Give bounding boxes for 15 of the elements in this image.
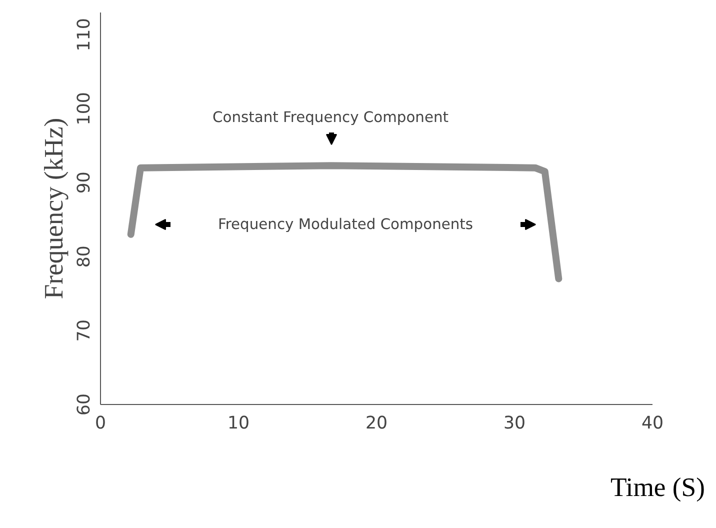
annotation: Frequency Modulated Components: [218, 216, 474, 233]
y-tick-label: 90: [74, 172, 94, 194]
y-tick-label: 70: [74, 320, 94, 342]
x-tick-label: 20: [365, 414, 388, 434]
x-tick-label: 40: [641, 414, 664, 434]
y-tick-label: 100: [74, 92, 94, 126]
x-tick-label: 0: [94, 414, 106, 434]
x-axis-title: Time (S): [610, 471, 705, 504]
y-axis-title: Frequency (kHz): [38, 118, 68, 300]
x-tick-label: 10: [227, 414, 250, 434]
x-tick-label: 30: [503, 414, 526, 434]
y-tick-label: 80: [74, 246, 94, 268]
y-tick-label: 110: [74, 18, 94, 52]
annotation: Constant Frequency Component: [212, 109, 449, 126]
y-tick-label: 60: [74, 393, 94, 416]
